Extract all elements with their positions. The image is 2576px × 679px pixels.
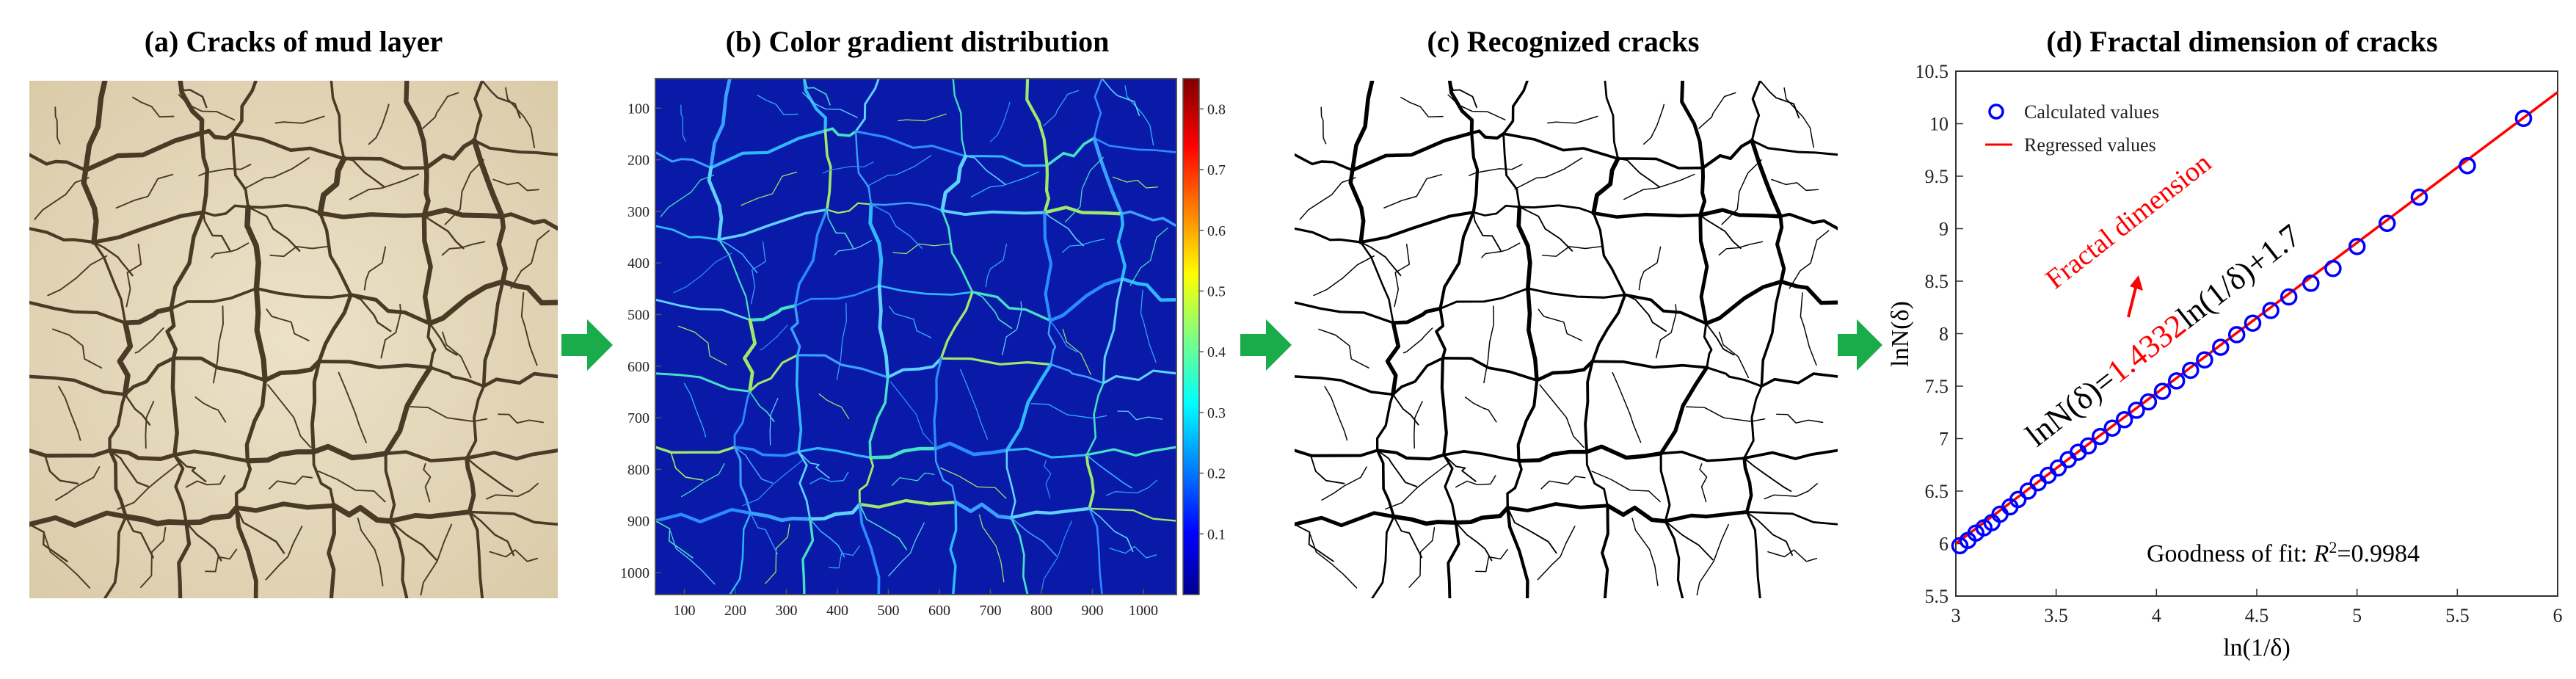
panel-b-gradient-map: 100 200 300 400 500 600 700 800 900 1000 100 200 300… (620, 78, 1177, 619)
x-tick-label: 3 (1951, 605, 1961, 626)
y-tick-label: 5.5 (1925, 586, 1949, 607)
colorbar-tick: 0.7 (1207, 162, 1226, 178)
data-point (2079, 437, 2097, 455)
panel-b-x-tick: 700 (980, 603, 1002, 619)
data-point (2092, 427, 2109, 446)
y-tick-label: 7.5 (1925, 376, 1949, 397)
legend-calculated: Calculated values (2024, 101, 2159, 123)
y-tick-label: 9 (1939, 219, 1949, 240)
data-point (2514, 109, 2533, 128)
data-point (2167, 372, 2186, 390)
panel-b-x-tick: 900 (1082, 603, 1104, 619)
x-tick-label: 3.5 (2044, 605, 2068, 626)
panel-b-x-tick: 400 (826, 603, 848, 619)
y-tick-label: 8.5 (1925, 271, 1949, 292)
panel-b-y-tick: 800 (627, 462, 650, 478)
legend-regressed: Regressed values (2024, 134, 2156, 156)
arrow-c-to-d (1831, 319, 1882, 371)
colorbar-tick: 0.2 (1207, 466, 1226, 482)
y-axis-label: lnN(δ) (1887, 301, 1914, 367)
data-point (2139, 393, 2158, 411)
panel-b-x-tick: 300 (776, 603, 798, 619)
data-point (2324, 260, 2342, 277)
panel-b-y-tick: 500 (627, 308, 650, 324)
panel-b-x-tick: 1000 (1129, 603, 1158, 619)
panel-c-recognized-cracks (1295, 81, 1838, 598)
colorbar-tick: 0.4 (1207, 344, 1226, 360)
data-point (2302, 275, 2320, 292)
panel-b-y-tick: 100 (627, 101, 650, 117)
panel-d-chart: 3 3.5 4 4.5 5 5.5 6 5.5 6 6.5 7 7.5 8 8.5 9 9.5 10 10.5 C… (1887, 61, 2563, 661)
x-axis-label: ln(1/δ) (2223, 634, 2291, 661)
panel-b-colorbar: 0.8 0.7 0.6 0.5 0.4 0.3 0.2 0.1 (1182, 78, 1226, 595)
data-point (2182, 361, 2200, 380)
data-point (2459, 156, 2476, 175)
data-point (2212, 338, 2230, 356)
data-point (2115, 411, 2133, 429)
x-tick-label: 5.5 (2445, 605, 2470, 626)
panel-b-y-tick: 400 (627, 255, 650, 272)
panel-b-x-tick: 800 (1030, 603, 1052, 619)
panel-d-title: (d) Fractal dimension of cracks (2046, 25, 2437, 58)
y-tick-label: 10.5 (1915, 61, 1949, 82)
y-tick-label: 10 (1929, 114, 1949, 135)
y-tick-label: 8 (1939, 324, 1949, 345)
legend-marker-icon (1988, 104, 2004, 120)
data-point (2153, 382, 2172, 400)
arrow-a-to-b (561, 319, 613, 371)
panel-a-title: (a) Cracks of mud layer (145, 25, 443, 58)
data-point (2227, 326, 2246, 344)
panel-b-y-tick: 900 (627, 514, 650, 530)
data-point (2103, 419, 2121, 437)
plot-frame (1955, 70, 2558, 597)
data-point (2244, 314, 2262, 332)
data-point (2378, 214, 2396, 233)
y-tick-label: 9.5 (1925, 166, 1949, 187)
y-tick-label: 6.5 (1925, 481, 1949, 502)
x-tick-label: 5 (2352, 605, 2362, 626)
panel-b-x-tick: 600 (928, 603, 950, 619)
data-point (2348, 238, 2366, 255)
colorbar-tick: 0.3 (1207, 405, 1226, 421)
colorbar-tick: 0.1 (1207, 526, 1226, 542)
panel-b-x-tick: 100 (674, 603, 696, 619)
panel-b-title: (b) Color gradient distribution (726, 25, 1110, 58)
data-point (2128, 402, 2145, 419)
data-point (2262, 302, 2280, 319)
panel-b-x-tick: 200 (724, 603, 746, 619)
panel-a-mud-photo (29, 81, 558, 598)
goodness-of-fit: Goodness of fit: R2=0.9984 (2147, 538, 2420, 567)
panel-b-y-tick: 300 (627, 204, 650, 220)
colorbar-tick: 0.6 (1207, 223, 1226, 239)
data-point (2410, 188, 2428, 206)
panel-b-y-tick: 200 (627, 153, 650, 169)
legend: Calculated values Regressed values (1985, 101, 2159, 156)
panel-b-x-tick: 500 (878, 603, 900, 619)
y-tick-label: 7 (1939, 429, 1949, 450)
data-point (2049, 459, 2067, 477)
panel-b-y-tick: 700 (627, 410, 650, 426)
panel-b-y-tick: 600 (627, 359, 650, 375)
data-point (2009, 490, 2027, 509)
data-point (2196, 351, 2213, 369)
colorbar-tick: 0.5 (1207, 283, 1226, 299)
panel-b-y-tick: 1000 (620, 565, 650, 581)
x-tick-label: 4 (2152, 605, 2161, 626)
arrow-b-to-c (1240, 319, 1292, 371)
data-point (2019, 482, 2037, 500)
fractal-pointer-arrow (2127, 287, 2137, 318)
colorbar-tick: 0.8 (1207, 101, 1226, 117)
panel-c-title: (c) Recognized cracks (1427, 25, 1700, 58)
fractal-pointer-arrowhead (2130, 275, 2143, 291)
x-tick-label: 4.5 (2245, 605, 2269, 626)
data-point (2280, 288, 2298, 306)
y-tick-label: 6 (1939, 534, 1949, 555)
x-tick-label: 6 (2553, 605, 2563, 626)
